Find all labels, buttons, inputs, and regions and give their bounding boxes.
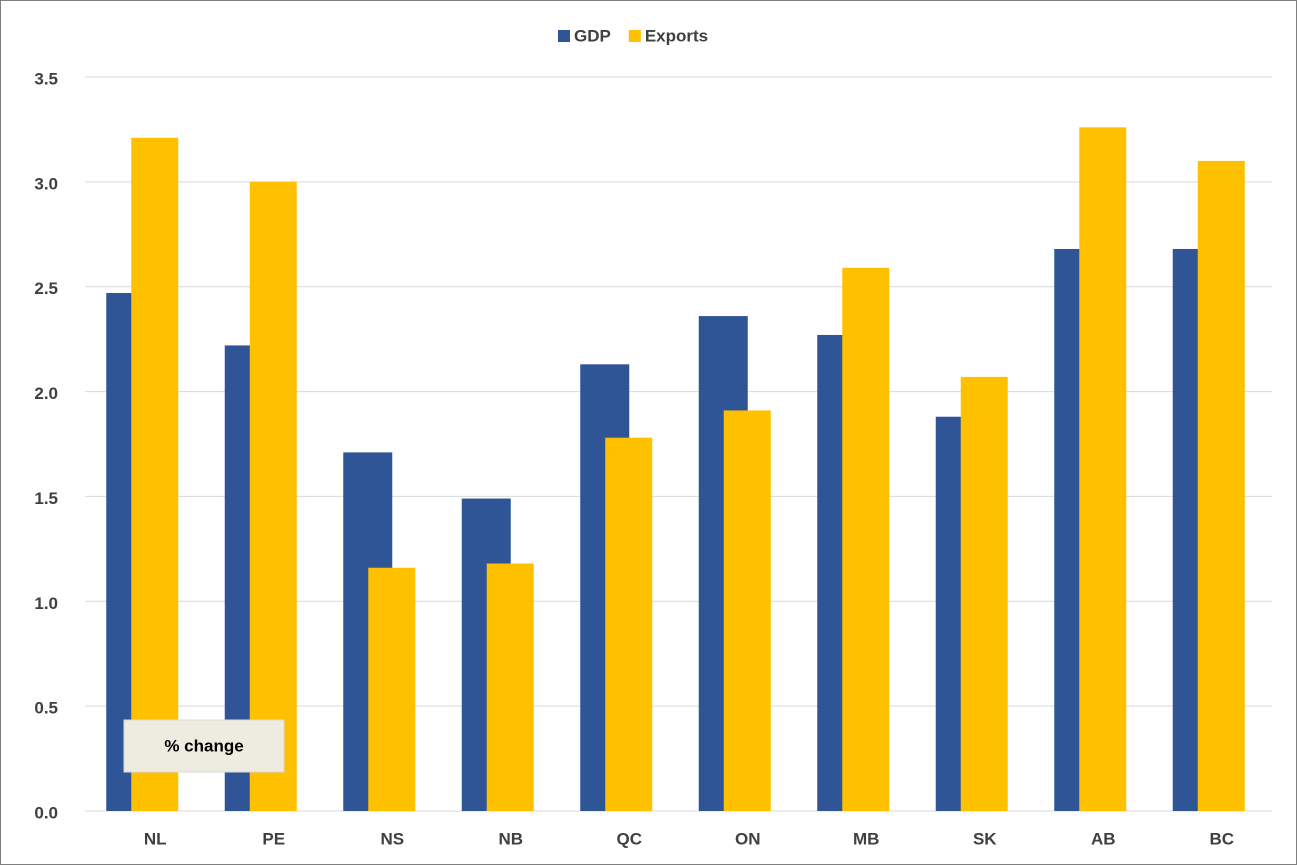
legend-label: GDP: [574, 26, 611, 45]
legend: GDP Exports: [558, 26, 708, 45]
x-tick-label: ON: [735, 829, 761, 848]
y-tick-label: 1.5: [34, 489, 58, 508]
bar: [723, 410, 771, 811]
x-tick-label: NS: [380, 829, 404, 848]
y-tick-label: 3.0: [34, 174, 58, 193]
bar: [486, 563, 534, 811]
annotation: % change: [164, 736, 243, 755]
bar: [842, 267, 890, 812]
x-tick-label: SK: [973, 829, 997, 848]
bar: [131, 137, 179, 811]
y-tick-label: 0.5: [34, 699, 58, 718]
x-tick-label: QC: [617, 829, 643, 848]
bar: [1079, 127, 1127, 812]
x-tick-label: AB: [1091, 829, 1116, 848]
bar: [368, 567, 416, 811]
legend-swatch: [628, 30, 641, 42]
x-tick-label: MB: [853, 829, 879, 848]
y-tick-label: 2.0: [34, 384, 58, 403]
y-tick-label: 1.0: [34, 594, 58, 613]
bar: [605, 437, 653, 811]
legend-label: Exports: [645, 26, 708, 45]
y-tick-label: 3.5: [34, 69, 58, 88]
bar: [960, 376, 1008, 811]
annotation-box: [123, 719, 285, 773]
x-tick-label: NL: [144, 829, 167, 848]
legend-swatch: [558, 30, 570, 42]
x-tick-label: NB: [498, 829, 523, 848]
y-tick-label: 0.0: [34, 803, 58, 822]
bar: [249, 181, 297, 811]
bar: [1197, 160, 1245, 811]
x-tick-label: BC: [1209, 829, 1234, 848]
x-tick-label: PE: [262, 829, 285, 848]
y-tick-label: 2.5: [34, 279, 58, 298]
